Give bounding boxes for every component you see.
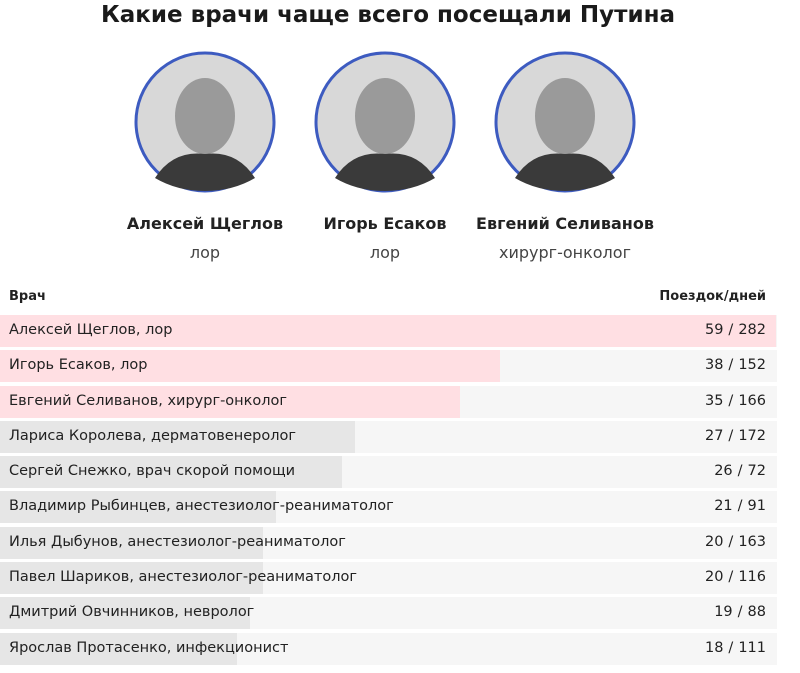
days: 172 xyxy=(738,427,766,444)
column-header: Врач xyxy=(9,289,46,304)
person-role: хирург-онколог xyxy=(499,243,631,262)
face xyxy=(535,78,595,154)
person-name: Евгений Селиванов xyxy=(476,214,654,233)
table-header: Врач Поездок/дней xyxy=(0,280,777,315)
trips: 27 xyxy=(704,427,724,444)
days: 91 xyxy=(747,498,766,515)
trips-days: 38/152 xyxy=(705,357,766,373)
table-row: Владимир Рыбинцев, анестезиолог-реанимат… xyxy=(0,491,777,524)
table-row: Алексей Щеглов, лор 59/282 xyxy=(0,315,777,347)
doctor-label: Алексей Щеглов, лор xyxy=(9,322,173,338)
trips: 59 xyxy=(704,322,724,338)
days: 163 xyxy=(738,533,766,550)
doctor-label: Дмитрий Овчинников, невролог xyxy=(9,604,255,621)
person: Евгений Селиванов хирург-онколог xyxy=(475,50,655,262)
table: Врач Поездок/дней Алексей Щеглов, лор 59/… xyxy=(0,280,777,668)
separator: / xyxy=(728,357,734,374)
separator: / xyxy=(728,639,734,656)
doctor-label: Павел Шариков, анестезиолог-реаниматолог xyxy=(9,569,357,586)
bar xyxy=(0,315,776,347)
table-row: Ярослав Протасенко, инфекционист 18/111 xyxy=(0,632,777,665)
doctor-label: Игорь Есаков, лор xyxy=(9,357,148,374)
trips-days: 59/282 xyxy=(705,322,766,338)
separator: / xyxy=(728,533,734,550)
separator: / xyxy=(737,498,743,515)
days: 166 xyxy=(738,392,766,409)
trips: 20 xyxy=(704,533,724,550)
bar xyxy=(0,526,264,559)
separator: / xyxy=(728,427,734,444)
table-row: Игорь Есаков, лор 38/152 xyxy=(0,350,777,383)
trips-days: 18/111 xyxy=(705,640,766,656)
table-row: Сергей Снежко, врач скорой помощи 26/72 xyxy=(0,456,777,489)
bar xyxy=(0,562,264,595)
trips-days: 20/116 xyxy=(705,569,766,585)
days: 72 xyxy=(747,463,766,480)
doctor-label: Сергей Снежко, врач скорой помощи xyxy=(9,463,296,480)
trips: 26 xyxy=(714,463,733,480)
doctor-label: Владимир Рыбинцев, анестезиолог-реанимат… xyxy=(9,498,394,515)
days: 111 xyxy=(738,639,766,656)
title: Какие врачи чаще всего посещали Путина xyxy=(100,2,675,28)
separator: / xyxy=(728,569,734,586)
shoulders xyxy=(155,153,255,191)
trips-days: 19/88 xyxy=(714,604,766,620)
table-row: Лариса Королева, дерматовенеролог 27/172 xyxy=(0,420,777,453)
person-name: Игорь Есаков xyxy=(323,214,447,233)
bar xyxy=(0,597,250,630)
trips-days: 27/172 xyxy=(705,428,766,444)
separator: / xyxy=(728,392,734,409)
doctor-label: Лариса Королева, дерматовенеролог xyxy=(9,427,296,444)
bar xyxy=(0,350,500,383)
shoulders xyxy=(515,153,615,191)
days: 116 xyxy=(738,569,766,586)
trips-days: 26/72 xyxy=(714,463,766,479)
separator: / xyxy=(728,322,734,338)
table-row: Евгений Селиванов, хирург-онколог 35/166 xyxy=(0,385,777,418)
table-row: Павел Шариков, анестезиолог-реаниматолог… xyxy=(0,562,777,595)
photo xyxy=(314,51,456,193)
face xyxy=(175,78,235,154)
column-header: Поездок/дней xyxy=(659,289,766,304)
days: 152 xyxy=(738,357,766,374)
days: 88 xyxy=(747,604,766,621)
separator: / xyxy=(737,463,743,480)
bar xyxy=(0,385,461,418)
bar xyxy=(0,632,237,665)
face xyxy=(355,78,415,154)
separator: / xyxy=(737,604,743,621)
person: Игорь Есаков лор xyxy=(295,50,475,262)
trips-days: 20/163 xyxy=(705,534,766,550)
trips-days: 21/91 xyxy=(714,498,766,514)
doctor-label: Евгений Селиванов, хирург-онколог xyxy=(9,392,288,409)
trips: 21 xyxy=(714,498,733,515)
person-role: лор xyxy=(369,243,401,262)
days: 282 xyxy=(738,322,766,338)
trips: 18 xyxy=(704,639,724,656)
bar xyxy=(0,456,342,489)
shoulders xyxy=(335,153,435,191)
bar xyxy=(0,491,277,524)
person: Алексей Щеглов лор xyxy=(115,50,295,262)
person-name: Алексей Щеглов xyxy=(126,214,284,233)
table-row: Дмитрий Овчинников, невролог 19/88 xyxy=(0,597,777,630)
doctor-label: Илья Дыбунов, анестезиолог-реаниматолог xyxy=(9,533,346,550)
trips-days: 35/166 xyxy=(705,393,766,409)
photo xyxy=(494,51,636,193)
trips: 35 xyxy=(704,392,724,409)
trips: 19 xyxy=(714,604,733,621)
photo xyxy=(134,51,276,193)
person-role: лор xyxy=(189,243,221,262)
doctor-label: Ярослав Протасенко, инфекционист xyxy=(9,639,289,656)
table-row: Илья Дыбунов, анестезиолог-реаниматолог 2… xyxy=(0,526,777,559)
trips: 20 xyxy=(704,569,724,586)
bar xyxy=(0,420,356,453)
trips: 38 xyxy=(704,357,724,374)
